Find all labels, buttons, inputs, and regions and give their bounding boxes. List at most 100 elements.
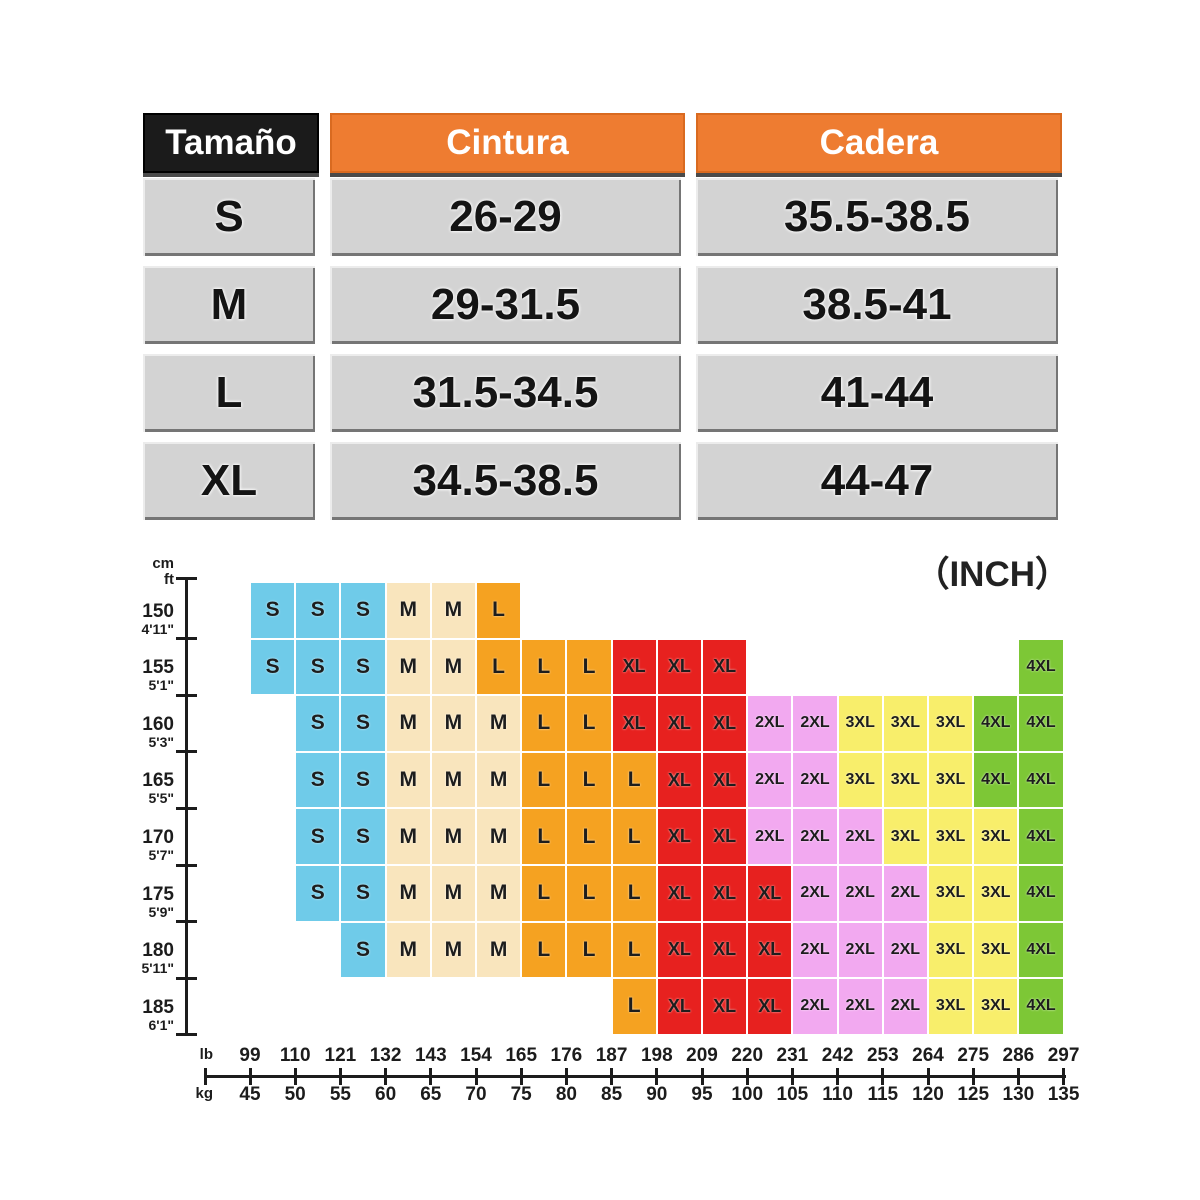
weight-label-lb: 121 [324,1045,357,1066]
size-cell-l: L [612,809,656,864]
weight-label-lb: 132 [369,1045,402,1066]
size-table-cell-cintura: 34.5-38.5 [330,442,681,520]
height-axis-tick [176,1033,197,1037]
size-cell-l: L [522,809,566,864]
size-cell-l: L [567,752,611,808]
size-cell-3xl: 3XL [929,696,973,751]
weight-label-lb: 275 [957,1045,990,1066]
weight-label-kg: 80 [555,1084,577,1105]
weight-label-kg: 45 [239,1084,261,1105]
size-cell-4xl: 4XL [1019,922,1063,978]
size-cell-3xl: 3XL [929,809,973,864]
size-cell-m: M [477,809,521,864]
weight-label-lb: 187 [595,1045,628,1066]
size-cell-l: L [567,866,611,921]
size-table-cell-cintura: 26-29 [330,178,681,256]
size-cell-l: L [567,809,611,864]
weight-label-kg: 105 [776,1084,809,1105]
size-cell-4xl: 4XL [1019,639,1063,695]
weight-label-kg: 135 [1047,1084,1080,1105]
size-cell-xl: XL [748,866,792,921]
height-label-ft: 6'1" [148,1016,174,1033]
height-label-cm: 175 [142,883,174,905]
weight-label-lb: 253 [866,1045,899,1066]
size-cell-l: L [522,696,566,751]
height-axis-unit-ft: ft [164,571,174,588]
weight-label-lb: 176 [550,1045,583,1066]
weight-label-kg: 115 [867,1084,899,1105]
weight-label-lb: 154 [460,1045,492,1066]
size-cell-l: L [612,752,656,808]
size-cell-l: L [522,639,566,695]
size-cell-3xl: 3XL [883,752,927,808]
height-label: 170 5'7" [102,828,174,863]
size-cell-3xl: 3XL [838,752,882,808]
height-axis-tick [176,863,197,867]
weight-axis-tick [881,1068,885,1085]
size-cell-s: S [341,752,385,808]
height-label: 180 5'11" [102,941,174,976]
size-cell-xl: XL [657,922,701,978]
size-cell-xl: XL [703,922,747,978]
size-cell-2xl: 2XL [793,866,837,921]
size-table-cell-size: M [143,266,315,344]
weight-label-kg: 120 [912,1084,944,1105]
size-table-cell-size: S [143,178,315,256]
weight-label-lb: 198 [640,1045,673,1066]
height-axis-tick [176,920,197,924]
size-cell-s: S [341,866,385,921]
size-cell-m: M [431,696,475,751]
weight-label-kg: 130 [1002,1084,1035,1105]
size-cell-xl: XL [703,696,747,751]
size-cell-xl: XL [748,922,792,978]
height-label-ft: 5'11" [141,960,174,977]
size-cell-2xl: 2XL [883,979,927,1034]
size-cell-m: M [386,809,430,864]
size-cell-3xl: 3XL [929,922,973,978]
weight-axis-unit-kg: kg [195,1085,213,1102]
size-cell-4xl: 4XL [974,752,1018,808]
height-label-ft: 5'9" [148,903,174,920]
weight-axis-tick [610,1068,614,1085]
weight-label-kg: 110 [822,1084,853,1105]
size-cell-l: L [567,696,611,751]
size-cell-3xl: 3XL [974,866,1018,921]
size-cell-4xl: 4XL [1019,979,1063,1034]
weight-axis-tick [474,1068,478,1085]
weight-label-kg: 60 [375,1084,397,1105]
size-cell-s: S [296,696,340,751]
size-cell-l: L [522,922,566,978]
weight-label-lb: 209 [686,1045,718,1066]
height-label-cm: 160 [142,713,174,735]
size-cell-4xl: 4XL [1019,809,1063,864]
size-cell-xl: XL [657,752,701,808]
weight-label-kg: 55 [329,1084,351,1105]
size-cell-3xl: 3XL [929,979,973,1034]
weight-axis-tick [429,1068,433,1085]
size-cell-l: L [612,922,656,978]
size-table-cell-cadera: 38.5-41 [696,266,1058,344]
weight-axis-tick [926,1068,930,1085]
height-label-cm: 170 [142,827,174,848]
size-cell-xl: XL [612,696,656,751]
size-table-cell-size: L [143,354,315,432]
size-cell-m: M [477,696,521,751]
weight-label-lb: 297 [1047,1045,1080,1066]
height-label: 165 5'5" [102,771,174,806]
size-cell-s: S [341,809,385,864]
size-cell-2xl: 2XL [793,979,837,1034]
height-label-ft: 5'7" [148,847,174,863]
height-axis-tick [176,637,197,641]
size-cell-3xl: 3XL [974,979,1018,1034]
size-cell-s: S [296,866,340,921]
size-cell-2xl: 2XL [883,866,927,921]
size-cell-m: M [431,866,475,921]
weight-label-lb: 264 [912,1045,944,1066]
height-label-cm: 150 [142,600,174,622]
size-cell-3xl: 3XL [974,809,1018,864]
size-cell-l: L [522,866,566,921]
size-cell-xl: XL [703,809,747,864]
weight-label-kg: 65 [420,1084,442,1105]
weight-axis-tick [384,1068,388,1085]
